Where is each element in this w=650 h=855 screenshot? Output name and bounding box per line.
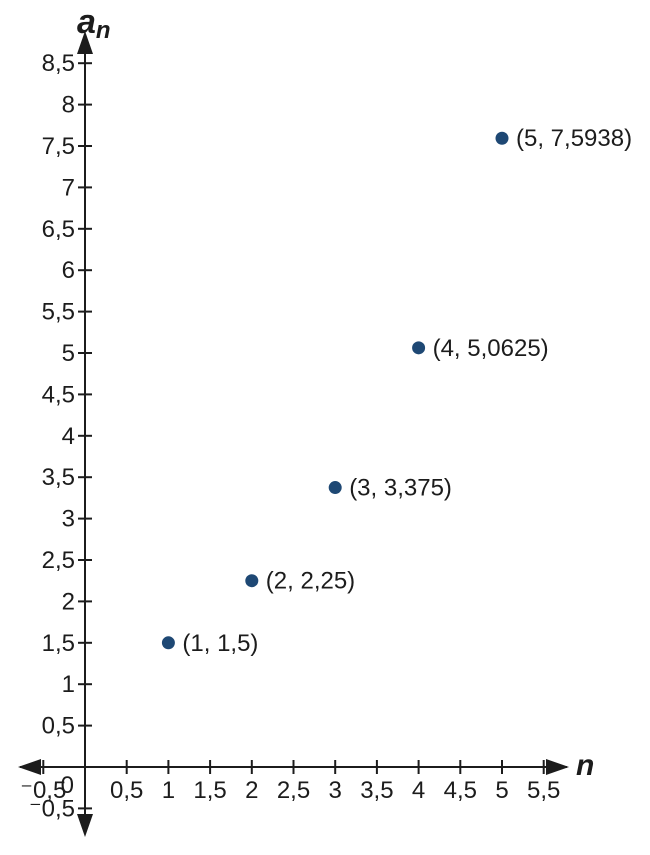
y-tick-label: 1,5 [42, 630, 75, 657]
y-tick-label: 6 [62, 257, 75, 284]
data-point [412, 341, 426, 355]
x-tick-label: 2 [245, 777, 258, 804]
data-point-label: (4, 5,0625) [433, 335, 549, 362]
x-tick-label: ⁻0,5 [20, 777, 66, 804]
x-tick-label: 1,5 [193, 777, 226, 804]
data-point [245, 574, 259, 588]
x-tick-label: 4 [412, 777, 425, 804]
y-tick-label: 5,5 [42, 299, 75, 326]
data-point [161, 636, 175, 650]
data-point [495, 131, 509, 145]
x-tick-label: 3,5 [360, 777, 393, 804]
x-tick-label: 5 [495, 777, 508, 804]
data-point-label: (3, 3,375) [349, 475, 452, 502]
x-axis-right-arrowhead [546, 759, 569, 775]
y-tick-label: 3 [62, 506, 75, 533]
x-axis-title: n [576, 749, 594, 782]
y-tick-label: 2 [62, 588, 75, 615]
data-point-label: (1, 1,5) [182, 630, 258, 657]
y-tick-label: ⁻0,5 [29, 795, 75, 822]
y-tick-label: 1 [62, 671, 75, 698]
x-tick-label: 3 [329, 777, 342, 804]
y-tick-label: 6,5 [42, 216, 75, 243]
y-tick-label: 0,5 [42, 713, 75, 740]
y-tick-label: 7,5 [42, 133, 75, 160]
data-point-label: (2, 2,25) [266, 568, 355, 595]
y-axis-top-arrowhead [77, 31, 93, 54]
x-tick-label: 2,5 [277, 777, 310, 804]
x-tick-label: 4,5 [444, 777, 477, 804]
y-tick-label: 4,5 [42, 381, 75, 408]
x-tick-label: 5,5 [527, 777, 560, 804]
x-tick-label: 1 [162, 777, 175, 804]
data-point-label: (5, 7,5938) [516, 125, 632, 152]
origin-label: 0 [61, 772, 74, 799]
y-axis-bottom-arrowhead [77, 814, 93, 837]
y-tick-label: 5 [62, 340, 75, 367]
y-tick-label: 2,5 [42, 547, 75, 574]
data-point [328, 481, 342, 495]
x-tick-label: 0,5 [110, 777, 143, 804]
y-tick-label: 3,5 [42, 464, 75, 491]
y-tick-label: 4 [62, 423, 75, 450]
y-tick-label: 7 [62, 174, 75, 201]
x-axis-left-arrowhead [18, 759, 41, 775]
y-axis-title: an [77, 3, 111, 44]
y-tick-label: 8 [62, 92, 75, 119]
y-tick-label: 8,5 [42, 50, 75, 77]
